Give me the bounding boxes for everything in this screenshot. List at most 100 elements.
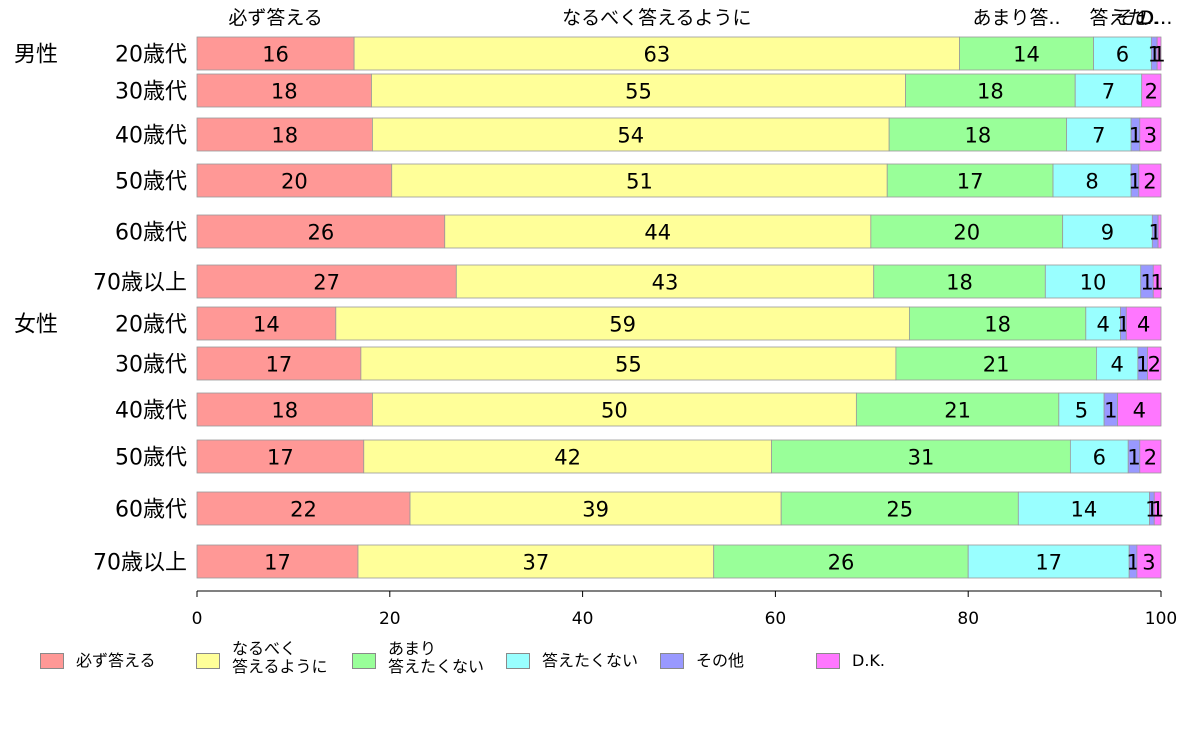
- top-column-label: なるべく答えるように: [562, 7, 751, 29]
- bar-value-label: 1: [1152, 43, 1165, 67]
- bar-value-label: 21: [944, 399, 971, 423]
- bar-value-label: 20: [953, 221, 980, 245]
- bar-segment: [873, 264, 1046, 299]
- bar-value-label: 26: [828, 551, 855, 575]
- bar-value-label: 17: [264, 551, 291, 575]
- bar-value-label: 14: [253, 313, 280, 337]
- bar-value-label: 55: [625, 80, 652, 104]
- bar-segment: [780, 491, 1019, 526]
- bar-segment: [1069, 439, 1129, 474]
- bar-value-label: 18: [271, 124, 298, 148]
- bar-value-label: 37: [522, 551, 549, 575]
- top-column-label: その..: [1116, 7, 1166, 29]
- legend-label: D.K.: [852, 651, 885, 670]
- bar-segment: [1062, 214, 1153, 249]
- bar-segment: [372, 392, 857, 427]
- category-label: 30歳代: [115, 353, 187, 378]
- bar-segment: [444, 214, 872, 249]
- legend-label: 必ず答える: [76, 651, 156, 670]
- bar-value-label: 1: [1128, 170, 1141, 194]
- bar-value-label: 14: [1013, 43, 1040, 67]
- bar-segment: [870, 214, 1064, 249]
- bar-value-label: 3: [1142, 551, 1155, 575]
- legend-item: あまり 答えたくない: [352, 640, 484, 676]
- bar-segment: [1125, 306, 1162, 341]
- bar-value-label: 8: [1085, 170, 1098, 194]
- bar-segment: [196, 439, 365, 474]
- bar-value-label: 1: [1127, 446, 1140, 470]
- bar-value-label: 1: [1126, 551, 1139, 575]
- bar-value-label: 10: [1080, 271, 1107, 295]
- legend-swatch: [506, 653, 530, 669]
- bar-segment: [372, 117, 890, 152]
- top-column-label: 答えた..: [1089, 7, 1158, 29]
- bar-segment: [1141, 73, 1162, 108]
- top-column-label: D...: [1140, 7, 1173, 29]
- bar-segment: [1138, 163, 1162, 198]
- bar-segment: [196, 491, 411, 526]
- bar-segment: [1093, 36, 1152, 71]
- bar-segment: [196, 306, 337, 341]
- category-label: 40歳代: [115, 399, 187, 424]
- legend-item: 必ず答える: [40, 640, 156, 670]
- bar-value-label: 18: [271, 399, 298, 423]
- category-label: 20歳代: [115, 43, 187, 68]
- bar-value-label: 2: [1148, 353, 1161, 377]
- bar-value-label: 1: [1129, 124, 1142, 148]
- bar-value-label: 17: [957, 170, 984, 194]
- top-column-label: あまり答..: [972, 7, 1060, 29]
- bar-segment: [1136, 544, 1162, 579]
- bar-segment: [855, 392, 1060, 427]
- category-label: 50歳代: [115, 170, 187, 195]
- bar-value-label: 4: [1110, 353, 1123, 377]
- bar-value-label: 22: [290, 498, 317, 522]
- bar-value-label: 9: [1101, 221, 1114, 245]
- bar-value-label: 1: [1136, 353, 1149, 377]
- bar-value-label: 4: [1137, 313, 1150, 337]
- bar-value-label: 18: [984, 313, 1011, 337]
- legend-item: なるべく 答えるように: [196, 640, 328, 676]
- bar-segment: [771, 439, 1071, 474]
- bar-value-label: 63: [643, 43, 670, 67]
- bar-value-label: 51: [626, 170, 653, 194]
- category-label: 70歳以上: [93, 271, 187, 296]
- bar-value-label: 25: [886, 498, 913, 522]
- bar-segment: [967, 544, 1130, 579]
- bar-segment: [1085, 306, 1121, 341]
- bar-segment: [363, 439, 772, 474]
- bar-value-label: 18: [964, 124, 991, 148]
- category-label: 70歳以上: [93, 551, 187, 576]
- x-tick-label: 60: [765, 609, 787, 629]
- bar-value-label: 21: [983, 353, 1010, 377]
- group-label-female: 女性: [14, 313, 58, 338]
- bar-segment: [196, 214, 446, 249]
- bar-value-label: 2: [1143, 170, 1156, 194]
- bar-value-label: 17: [266, 353, 293, 377]
- bar-value-label: 1: [1104, 399, 1117, 423]
- bar-value-label: 42: [554, 446, 581, 470]
- bar-segment: [1157, 214, 1162, 249]
- bar-value-label: 14: [1071, 498, 1098, 522]
- x-tick-label: 20: [379, 609, 401, 629]
- x-tick-label: 40: [572, 609, 594, 629]
- legend: 必ず答える なるべく 答えるように あまり 答えたくない 答えたくない その他 D.K.: [0, 640, 1188, 700]
- bar-segment: [196, 73, 372, 108]
- x-tick-label: 100: [1145, 609, 1177, 629]
- bar-segment: [1044, 264, 1142, 299]
- bar-segment: [908, 306, 1087, 341]
- category-label: 40歳代: [115, 124, 187, 149]
- bar-segment: [455, 264, 875, 299]
- bar-value-label: 20: [281, 170, 308, 194]
- bar-segment: [1074, 73, 1143, 108]
- category-label: 30歳代: [115, 80, 187, 105]
- bar-segment: [886, 163, 1054, 198]
- legend-item: 答えたくない: [506, 640, 638, 670]
- legend-swatch: [352, 653, 376, 669]
- bar-value-label: 6: [1116, 43, 1129, 67]
- bar-value-label: 50: [601, 399, 628, 423]
- bar-value-label: 59: [609, 313, 636, 337]
- legend-swatch: [40, 653, 64, 669]
- bar-segment: [1139, 439, 1162, 474]
- category-label: 60歳代: [115, 221, 187, 246]
- bar-value-label: 31: [908, 446, 935, 470]
